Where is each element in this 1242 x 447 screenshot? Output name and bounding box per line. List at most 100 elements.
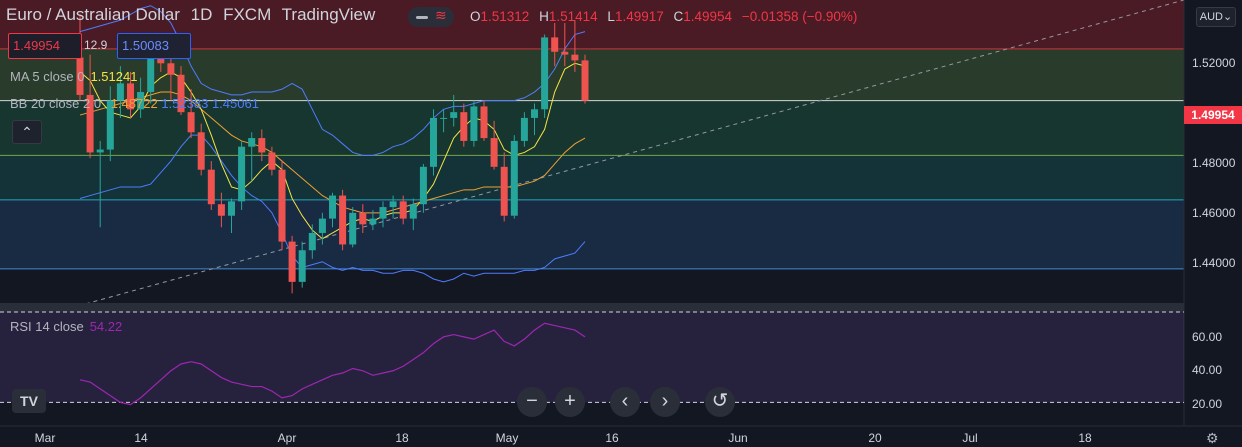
source-label: TradingView [281, 5, 376, 24]
zone-fill [0, 0, 1184, 49]
close-key: C [673, 9, 684, 24]
time-tick: 20 [868, 431, 882, 445]
candle-body [359, 212, 367, 225]
currency-selector[interactable]: AUD⌄ [1196, 7, 1236, 27]
candle-body [106, 100, 114, 150]
candle-body [238, 146, 246, 202]
bb-legend[interactable]: BB 20 close 2 0 1.48722 1.52383 1.45061 [10, 96, 259, 111]
time-tick: Mar [34, 431, 56, 445]
candle-body [258, 138, 266, 153]
time-tick: 18 [1078, 431, 1092, 445]
open-value: 1.51312 [480, 9, 530, 24]
chevron-down-icon: ⌄ [1223, 11, 1233, 23]
interval-label: 1D [190, 5, 213, 24]
zone-fill [0, 100, 1184, 156]
candle-body [187, 112, 195, 133]
candle-body [389, 201, 397, 208]
candle-body [278, 169, 286, 242]
tradingview-logo[interactable]: TV [12, 389, 46, 413]
rsi-line [79, 322, 586, 406]
time-tick: 16 [605, 431, 619, 445]
zone-fill [0, 155, 1184, 200]
candle-body [207, 169, 215, 205]
candle-body [349, 212, 357, 245]
symbol-name: Euro / Australian Dollar [6, 5, 180, 24]
low-key: L [607, 9, 615, 24]
rsi-label: RSI 14 close [10, 319, 84, 334]
price-tick: 1.44000 [1192, 256, 1236, 270]
reset-chart-button[interactable]: ↺ [705, 387, 735, 417]
rsi-tick: 40.00 [1192, 363, 1223, 377]
chart-toggle-button[interactable]: ≋ [408, 7, 454, 27]
close-value: 1.49954 [683, 9, 733, 24]
symbol-title[interactable]: Euro / Australian Dollar 1D FXCM Trading… [6, 5, 381, 25]
high-key: H [539, 9, 549, 24]
bb-lower-line [79, 134, 586, 283]
bb-upper-line [79, 5, 586, 156]
ma-label: MA 5 close 0 [10, 69, 85, 84]
currency-label: AUD [1199, 11, 1223, 23]
candle-body [490, 138, 498, 167]
candle-body [147, 46, 155, 93]
rsi-legend[interactable]: RSI 14 close 54.22 [10, 319, 122, 334]
candle-body [561, 51, 569, 55]
candle-body [177, 74, 185, 113]
time-tick: 14 [134, 431, 148, 445]
candle-body [581, 60, 589, 101]
candle-body [419, 166, 427, 205]
candle-body [127, 83, 134, 110]
candle-body [339, 195, 347, 245]
exchange-label: FXCM [223, 5, 272, 24]
candle-body [399, 201, 407, 219]
gear-icon[interactable]: ⚙ [1206, 430, 1219, 446]
minus-icon [416, 16, 428, 19]
rsi-tick: 20.00 [1192, 397, 1223, 411]
candle-body [228, 201, 235, 216]
candle-body [76, 57, 84, 95]
price-tick: 1.46000 [1192, 206, 1236, 220]
time-tick: May [495, 431, 519, 445]
scroll-right-button[interactable]: › [650, 387, 680, 417]
pane-separator [0, 303, 1184, 312]
candle-body [298, 250, 306, 282]
buy-price-button[interactable]: 1.50083 [117, 33, 191, 59]
price-tick: 1.52000 [1192, 56, 1236, 70]
last-price-label: 1.49954 [1184, 106, 1242, 124]
candle-body [470, 106, 478, 141]
zoom-in-button[interactable]: + [555, 387, 585, 417]
candle-body [541, 37, 549, 110]
time-tick: 18 [395, 431, 409, 445]
candle-body [510, 140, 518, 216]
collapse-legend-button[interactable]: ⌃ [12, 120, 42, 144]
candle-body [308, 232, 316, 251]
candle-body [520, 117, 528, 141]
rsi-tick: 60.00 [1192, 330, 1223, 344]
candle-body [329, 195, 336, 219]
zone-fill [0, 48, 1184, 101]
bb-upper-value: 1.52383 [161, 96, 209, 111]
chevron-up-icon: ⌃ [21, 124, 33, 140]
bb-lower-value: 1.45061 [211, 96, 259, 111]
scroll-left-button[interactable]: ‹ [610, 387, 640, 417]
high-value: 1.51414 [548, 9, 598, 24]
candle-body [288, 241, 296, 282]
candle-body [430, 117, 437, 167]
zoom-out-button[interactable]: − [517, 387, 547, 417]
candle-body [167, 63, 175, 75]
rsi-value: 54.22 [89, 319, 123, 334]
candle-body [571, 54, 579, 61]
time-tick: Apr [277, 431, 297, 445]
candle-body [480, 106, 488, 139]
low-value: 1.49917 [614, 9, 664, 24]
bb-basis-value: 1.48722 [110, 96, 158, 111]
ma5-line [79, 62, 586, 240]
ma-value: 1.51241 [90, 69, 138, 84]
candle-body [500, 166, 508, 216]
candle-body [116, 83, 124, 101]
candle-body [96, 149, 104, 153]
sell-price-button[interactable]: 1.49954 [8, 33, 82, 59]
candle-body [197, 132, 205, 170]
ma-legend[interactable]: MA 5 close 0 1.51241 [10, 69, 137, 84]
candle-body [379, 207, 387, 219]
